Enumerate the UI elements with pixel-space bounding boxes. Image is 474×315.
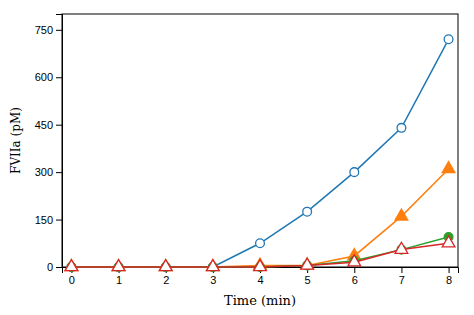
y-tick-mark bbox=[56, 172, 62, 173]
x-axis-title: Time (min) bbox=[224, 293, 296, 308]
series-marker bbox=[65, 260, 78, 271]
series-marker bbox=[207, 260, 220, 271]
series-marker bbox=[442, 162, 455, 173]
y-tick-label: 450 bbox=[35, 119, 53, 131]
series-marker bbox=[303, 207, 312, 216]
x-tick: 7 bbox=[399, 267, 405, 286]
y-axis-title: FVIIa (pM) bbox=[9, 107, 23, 174]
x-tick-label: 0 bbox=[69, 274, 75, 286]
x-tick-mark bbox=[354, 267, 355, 273]
x-tick-label: 6 bbox=[352, 274, 358, 286]
series bbox=[65, 162, 455, 271]
x-tick: 6 bbox=[352, 267, 358, 286]
x-tick-label: 5 bbox=[305, 274, 311, 286]
y-tick-label: 300 bbox=[35, 166, 53, 178]
chart: 0 1 2 3 4 5 6 7 8 0 150 300 450 600 750 Time (min) FVIIa… bbox=[0, 0, 474, 315]
y-axis: 0 150 300 450 600 750 bbox=[35, 15, 63, 274]
x-tick-label: 4 bbox=[257, 274, 263, 286]
series-marker bbox=[442, 236, 455, 247]
y-tick: 150 bbox=[35, 214, 62, 226]
series-marker bbox=[112, 260, 125, 271]
series-marker bbox=[254, 260, 267, 271]
series-line bbox=[71, 169, 448, 267]
y-tick-label: 150 bbox=[35, 214, 53, 226]
y-tick: 750 bbox=[35, 24, 62, 36]
y-tick-mark bbox=[56, 30, 62, 31]
series-marker bbox=[207, 260, 220, 271]
y-tick: 300 bbox=[35, 166, 62, 178]
y-tick-label: 0 bbox=[47, 261, 53, 273]
x-tick-label: 8 bbox=[446, 274, 452, 286]
y-tick: 600 bbox=[35, 71, 62, 83]
series-marker bbox=[112, 260, 125, 271]
series-layer bbox=[65, 35, 455, 271]
y-tick-mark bbox=[56, 77, 62, 78]
series-line bbox=[71, 39, 448, 267]
series-marker bbox=[395, 209, 408, 220]
y-tick: 0 bbox=[47, 261, 62, 273]
plot-frame bbox=[62, 14, 458, 267]
series-marker bbox=[444, 35, 453, 44]
series-marker bbox=[397, 123, 406, 132]
series bbox=[67, 233, 453, 272]
y-tick-mark bbox=[56, 267, 62, 268]
x-tick-label: 2 bbox=[163, 274, 169, 286]
y-tick-mark bbox=[56, 125, 62, 126]
y-tick-mark bbox=[56, 220, 62, 221]
series-marker bbox=[301, 258, 314, 269]
series-marker bbox=[256, 239, 265, 248]
series-marker bbox=[159, 260, 172, 271]
series-marker bbox=[348, 255, 361, 266]
y-tick-label: 750 bbox=[35, 24, 53, 36]
series-marker bbox=[65, 260, 78, 271]
series bbox=[67, 35, 453, 271]
x-tick-label: 7 bbox=[399, 274, 405, 286]
x-tick-mark bbox=[401, 267, 402, 273]
series-marker bbox=[350, 168, 359, 177]
plot: 0 1 2 3 4 5 6 7 8 0 150 300 450 600 750 bbox=[35, 14, 459, 286]
y-tick: 450 bbox=[35, 119, 62, 131]
series-marker bbox=[301, 258, 314, 269]
x-tick-label: 1 bbox=[116, 274, 122, 286]
x-tick: 8 bbox=[446, 267, 452, 286]
x-tick-label: 3 bbox=[210, 274, 216, 286]
x-tick-mark bbox=[449, 267, 450, 273]
series-marker bbox=[159, 260, 172, 271]
series-marker bbox=[395, 242, 408, 253]
series bbox=[65, 236, 455, 271]
y-tick-label: 600 bbox=[35, 71, 53, 83]
